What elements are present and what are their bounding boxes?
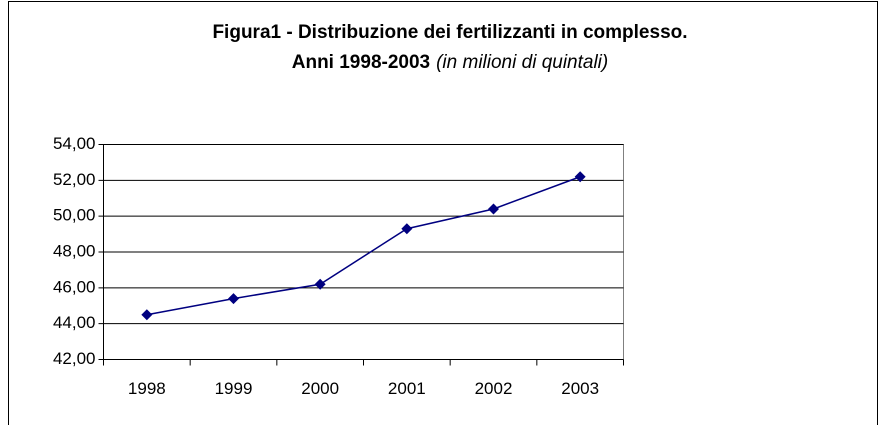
x-tick-label: 1999 [215, 379, 253, 398]
x-tick-label: 1998 [128, 379, 166, 398]
x-tick-label: 2001 [388, 379, 426, 398]
y-tick-label: 52,00 [53, 170, 96, 189]
y-tick-label: 48,00 [53, 241, 96, 260]
data-point [314, 278, 326, 290]
chart-title: Figura1 - Distribuzione dei fertilizzant… [212, 22, 687, 43]
y-tick-label: 46,00 [53, 277, 96, 296]
x-tick-label: 2000 [301, 379, 339, 398]
series-line [146, 176, 581, 316]
y-tick-label: 44,00 [53, 313, 96, 332]
x-tick-label: 2003 [561, 379, 599, 398]
data-point [141, 309, 153, 321]
x-tick-label: 2002 [475, 379, 513, 398]
y-tick-label: 50,00 [53, 206, 96, 225]
chart-subtitle-note: (in milioni di quintali) [436, 52, 608, 73]
chart-subtitle-line: Anni 1998-2003 (in milioni di quintali) [292, 52, 608, 73]
data-point [574, 171, 586, 183]
data-point [488, 203, 499, 215]
data-point [228, 293, 239, 305]
y-tick-label: 54,00 [53, 134, 96, 153]
y-tick-label: 42,00 [53, 349, 96, 368]
chart-subtitle: Anni 1998-2003 [292, 52, 430, 73]
data-point [401, 223, 413, 235]
